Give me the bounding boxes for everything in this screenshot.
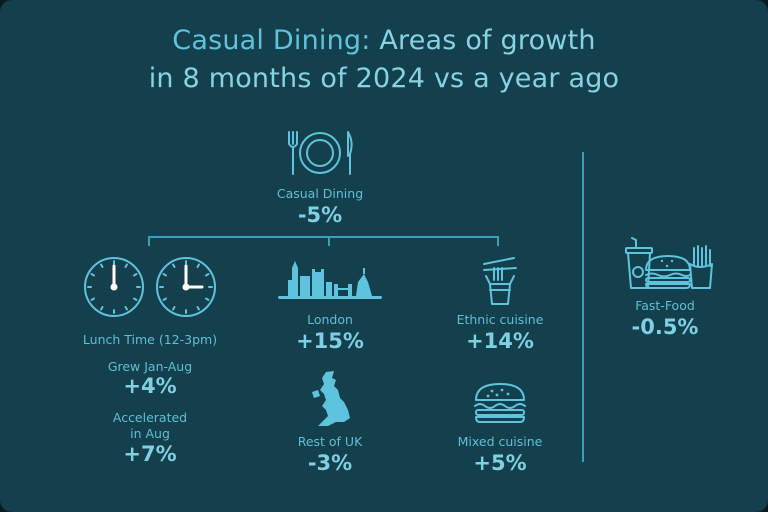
- rest-of-uk-node: Rest of UK -3%: [280, 370, 380, 475]
- mixed-cuisine-value: +5%: [473, 451, 527, 475]
- fast-food-label: Fast-Food: [635, 298, 695, 313]
- casual-dining-value: -5%: [297, 203, 343, 227]
- lunch-time-label: Lunch Time (12-3pm): [82, 332, 218, 347]
- london-value: +15%: [296, 329, 364, 353]
- page-title: Casual Dining: Areas of growth in 8 mont…: [0, 22, 768, 98]
- noodle-box-icon: [480, 256, 560, 306]
- mixed-cuisine-label: Mixed cuisine: [457, 434, 543, 449]
- casual-dining-node: Casual Dining -5%: [272, 128, 368, 227]
- connector-mid-tick: [328, 236, 330, 246]
- london-label: London: [307, 312, 353, 327]
- lunch-grew-value: +4%: [123, 374, 177, 398]
- lunch-accel-value: +7%: [123, 442, 177, 466]
- casual-dining-label: Casual Dining: [276, 186, 364, 201]
- section-divider: [582, 152, 584, 462]
- lunch-time-node: Lunch Time (12-3pm) Grew Jan-Aug +4% Acc…: [70, 256, 230, 466]
- connector-left-tick: [148, 236, 150, 246]
- lunch-grew-label: Grew Jan-Aug: [107, 359, 193, 374]
- ethnic-cuisine-node: Ethnic cuisine +14%: [440, 256, 560, 353]
- clocks-icon: [70, 256, 230, 318]
- lunch-accel-label-1: Accelerated: [112, 410, 188, 425]
- london-node: London +15%: [270, 260, 390, 353]
- lunch-accel-label-2: in Aug: [130, 426, 170, 441]
- ethnic-cuisine-value: +14%: [466, 329, 534, 353]
- london-skyline-icon: [278, 260, 390, 300]
- connector-horizontal: [148, 236, 499, 238]
- plate-cutlery-icon: [284, 128, 368, 178]
- title-accent: Casual Dining:: [172, 25, 371, 56]
- fast-food-meal-icon: [624, 236, 720, 292]
- uk-map-icon: [308, 370, 380, 428]
- title-line2: in 8 months of 2024 vs a year ago: [148, 63, 620, 94]
- title-line1-rest: Areas of growth: [370, 25, 596, 56]
- fast-food-value: -0.5%: [631, 315, 699, 339]
- connector-right-tick: [497, 236, 499, 246]
- burger-icon: [472, 382, 560, 424]
- ethnic-cuisine-label: Ethnic cuisine: [456, 312, 544, 327]
- fast-food-node: Fast-Food -0.5%: [610, 236, 720, 339]
- rest-of-uk-value: -3%: [307, 451, 353, 475]
- mixed-cuisine-node: Mixed cuisine +5%: [440, 382, 560, 475]
- rest-of-uk-label: Rest of UK: [297, 434, 363, 449]
